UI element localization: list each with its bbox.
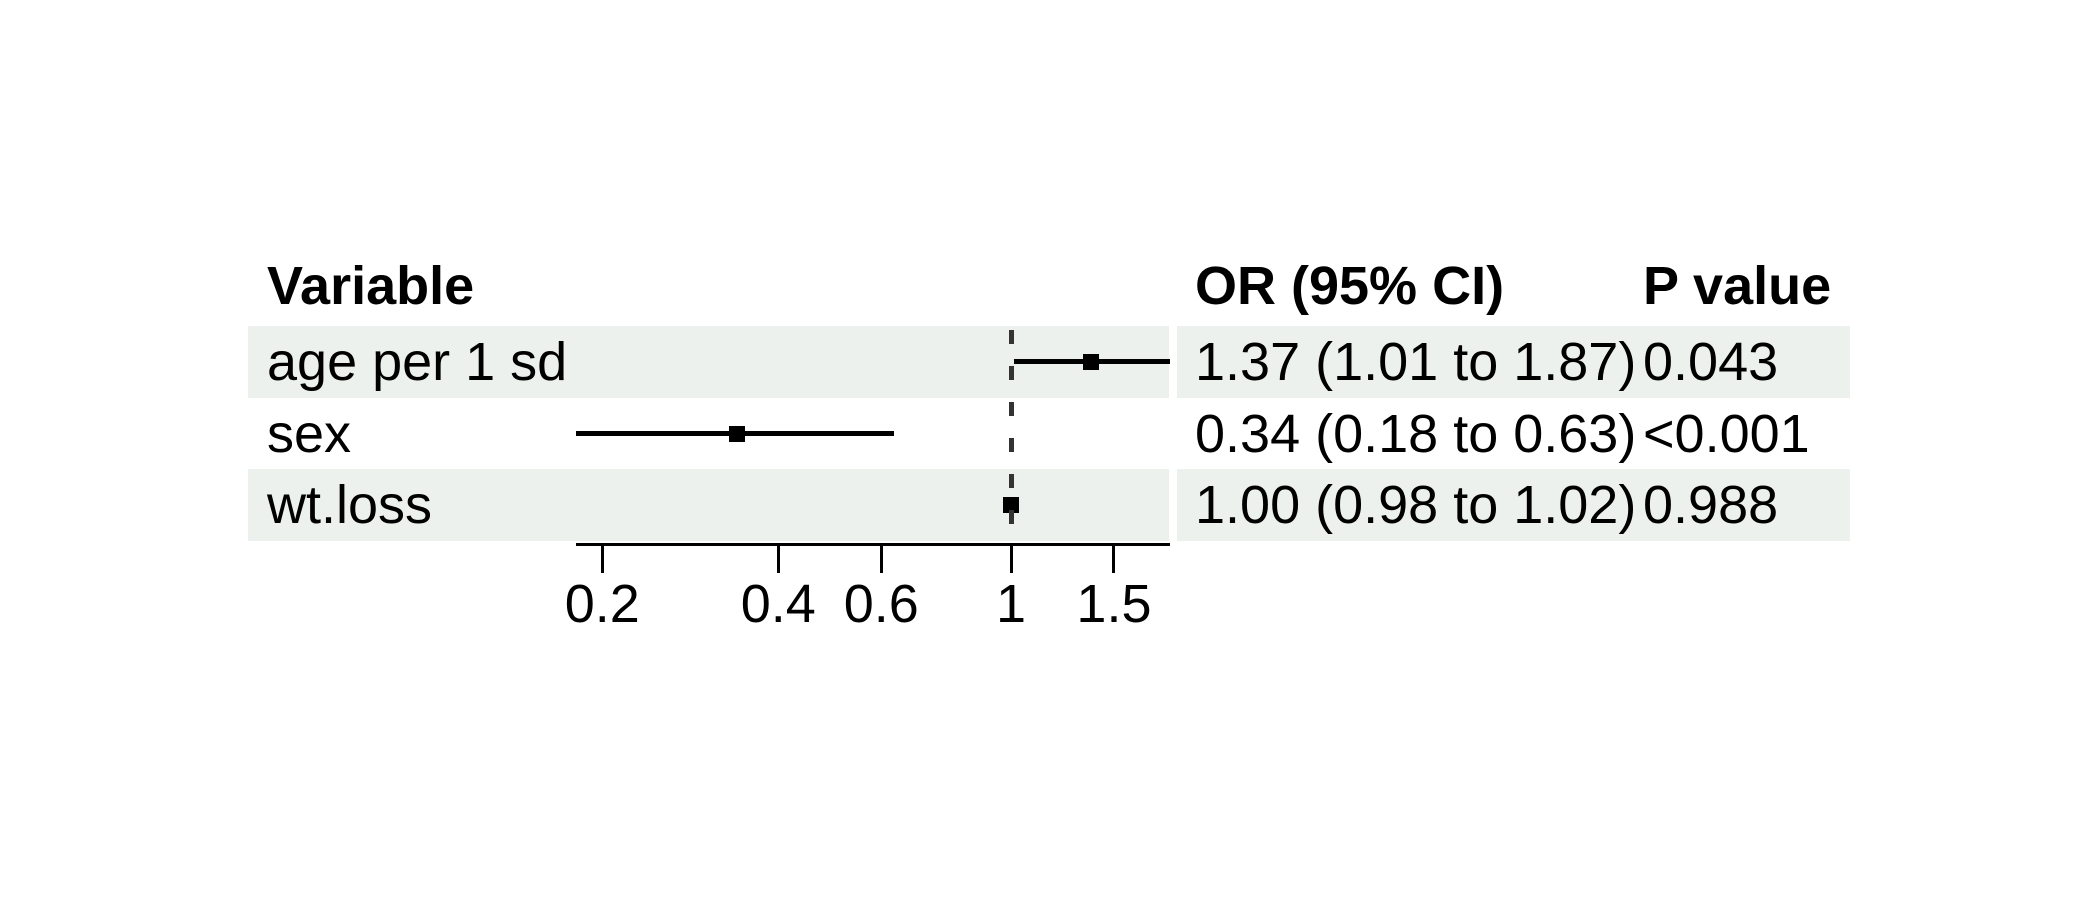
row-variable-label: sex [267, 403, 352, 464]
row-variable-label: wt.loss [267, 475, 433, 536]
x-axis-line [575, 543, 1170, 546]
row-shading [1177, 469, 1850, 542]
x-axis-tick-label: 1.5 [1076, 574, 1152, 634]
row-or-ci-value: 0.34 (0.18 to 0.63) [1195, 403, 1637, 464]
column-header-or-ci: OR (95% CI) [1195, 256, 1505, 316]
x-axis-tick-label: 0.6 [843, 574, 919, 634]
reference-line [1008, 330, 1014, 543]
row-variable-label: age per 1 sd [267, 331, 568, 392]
x-axis-tick [879, 543, 883, 573]
x-axis-tick [1112, 543, 1116, 573]
row-p-value: 0.988 [1643, 475, 1779, 536]
x-axis-tick-label: 0.4 [740, 574, 816, 634]
x-axis-tick-label: 1 [995, 574, 1027, 634]
x-axis-tick-label: 0.2 [564, 574, 640, 634]
column-header-variable: Variable [267, 256, 475, 316]
column-header-p-value: P value [1643, 256, 1832, 316]
point-estimate-marker [729, 425, 746, 442]
x-axis-tick [600, 543, 604, 573]
row-shading [1177, 326, 1850, 398]
x-axis-tick [1009, 543, 1013, 573]
row-p-value: <0.001 [1643, 403, 1810, 464]
row-p-value: 0.043 [1643, 331, 1779, 392]
row-or-ci-value: 1.00 (0.98 to 1.02) [1195, 475, 1637, 536]
point-estimate-marker [1082, 353, 1099, 370]
x-axis-tick [776, 543, 780, 573]
row-or-ci-value: 1.37 (1.01 to 1.87) [1195, 331, 1637, 392]
